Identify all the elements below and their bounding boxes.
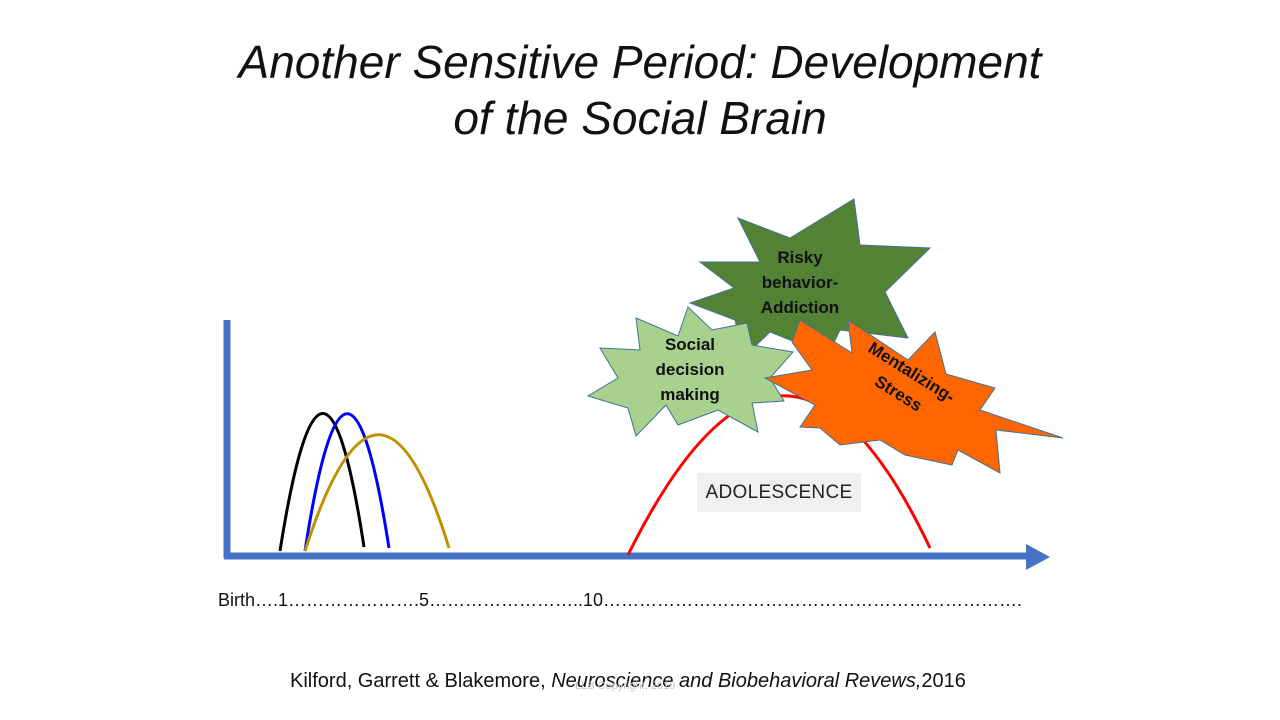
risky-label-line-2: behavior-: [761, 273, 839, 292]
risky-label-line-3: Addiction: [760, 298, 840, 317]
adolescence-curve: [626, 394, 932, 556]
title-line-2: of the Social Brain: [453, 92, 827, 144]
citation-authors: Kilford, Garrett & Blakemore,: [290, 670, 552, 692]
citation: Kilford, Garrett & Blakemore, Neuroscien…: [290, 670, 966, 693]
social-decision-label: Social decision making: [640, 332, 740, 407]
social-label-line-1: Social: [664, 335, 716, 354]
social-label-line-2: decision: [655, 360, 725, 379]
copyright-watermark: LLB Copyright, 2019: [575, 680, 676, 692]
early-curve-blue: [303, 412, 391, 552]
slide-title: Another Sensitive Period: Development of…: [140, 34, 1140, 146]
adolescence-label-text: ADOLESCENCE: [705, 481, 853, 503]
risky-label-line-1: Risky: [777, 248, 823, 267]
mentalizing-stress-burst: [763, 318, 1064, 474]
age-timeline: Birth….1………………….5……………………..10………………………………: [218, 590, 1023, 610]
social-label-line-3: making: [660, 385, 720, 404]
risky-behavior-label: Risky behavior- Addiction: [745, 245, 855, 320]
x-axis-arrowhead: [1026, 544, 1050, 570]
social-decision-burst: [586, 306, 794, 437]
citation-journal: Neuroscience and Biobehavioral Revews,: [551, 670, 922, 692]
adolescence-label: ADOLESCENCE: [697, 473, 861, 512]
title-line-1: Another Sensitive Period: Development: [238, 36, 1042, 88]
citation-year: 2016: [921, 670, 966, 692]
early-curve-black: [278, 412, 366, 552]
early-curve-gold: [303, 433, 451, 552]
